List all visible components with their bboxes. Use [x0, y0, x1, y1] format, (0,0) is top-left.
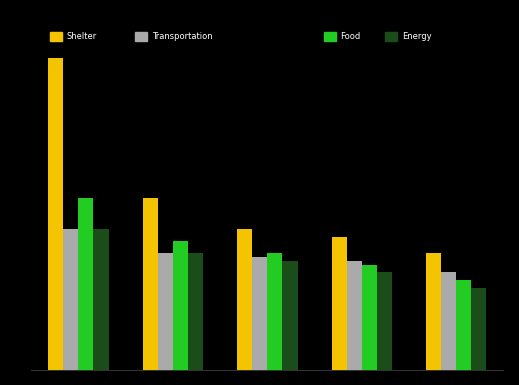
Bar: [282, 261, 297, 370]
Bar: [456, 280, 471, 370]
Bar: [93, 229, 108, 370]
Bar: [173, 241, 188, 370]
Bar: [78, 198, 93, 370]
Bar: [332, 237, 347, 370]
Bar: [324, 32, 336, 41]
Bar: [48, 58, 63, 370]
Bar: [362, 264, 377, 370]
Text: Food: Food: [340, 32, 361, 41]
Bar: [267, 253, 282, 370]
Bar: [143, 198, 158, 370]
Text: Transportation: Transportation: [152, 32, 212, 41]
Text: Energy: Energy: [402, 32, 431, 41]
Bar: [50, 32, 62, 41]
Bar: [386, 32, 397, 41]
Bar: [63, 229, 78, 370]
Bar: [347, 261, 362, 370]
Bar: [426, 253, 441, 370]
Bar: [252, 257, 267, 370]
Text: Shelter: Shelter: [66, 32, 97, 41]
Bar: [158, 253, 173, 370]
Bar: [237, 229, 252, 370]
Bar: [377, 272, 392, 370]
Bar: [441, 272, 456, 370]
Bar: [135, 32, 147, 41]
Bar: [188, 253, 203, 370]
Bar: [471, 288, 486, 370]
